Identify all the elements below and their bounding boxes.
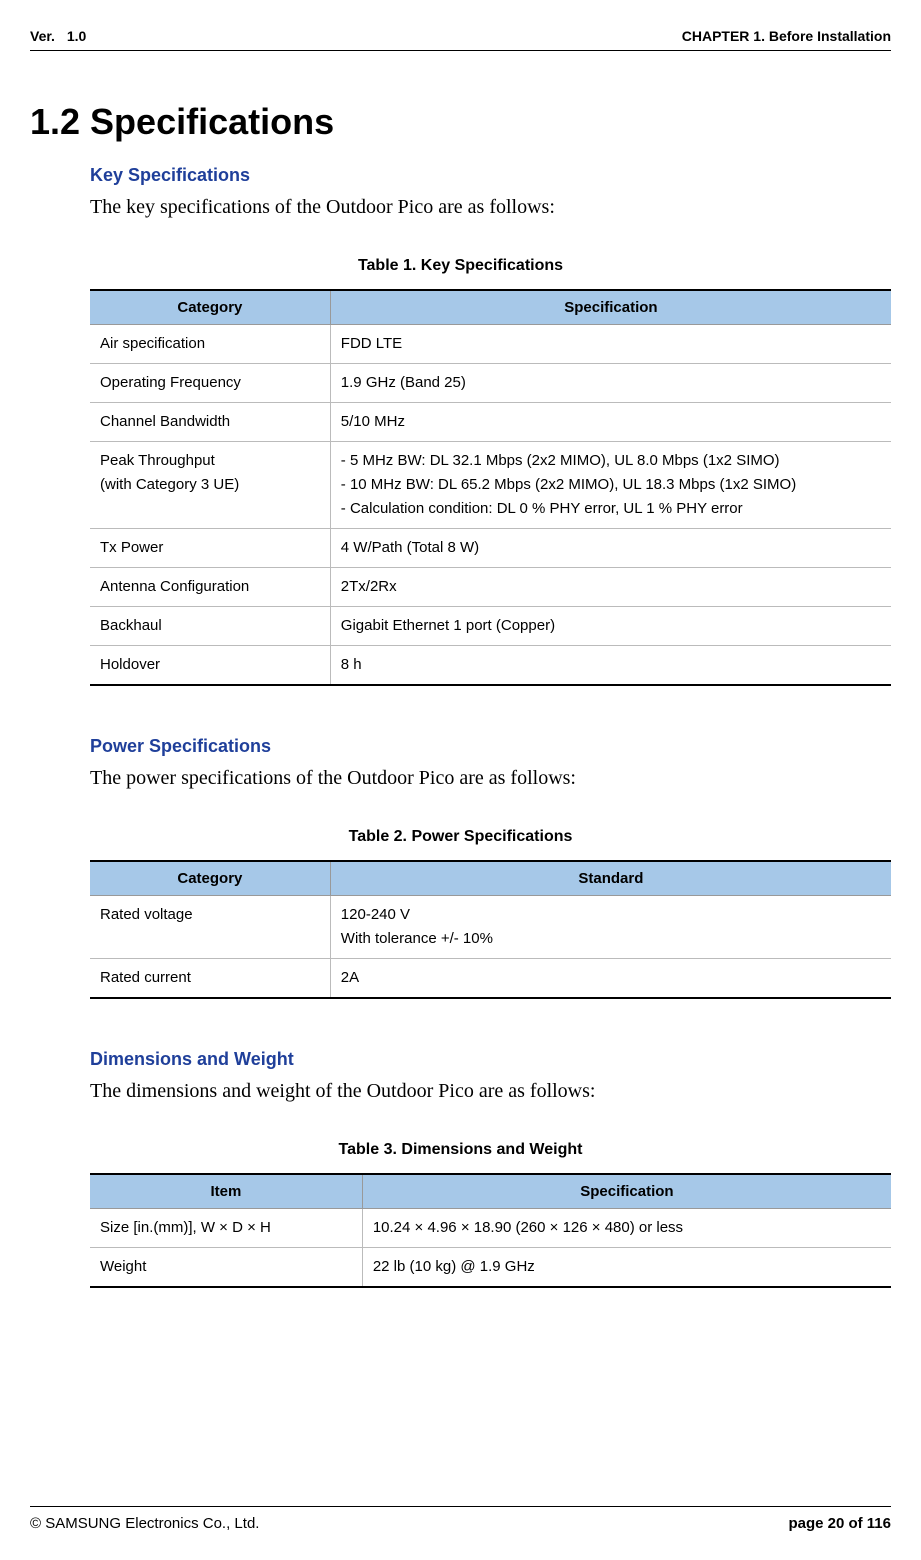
cell: Gigabit Ethernet 1 port (Copper) bbox=[330, 607, 891, 646]
col-category: Category bbox=[90, 861, 330, 896]
footer-row: © SAMSUNG Electronics Co., Ltd. page 20 … bbox=[30, 1515, 891, 1532]
key-spec-heading: Key Specifications bbox=[30, 165, 891, 186]
version-block: Ver. 1.0 bbox=[30, 28, 86, 44]
cell: Holdover bbox=[90, 646, 330, 686]
col-category: Category bbox=[90, 290, 330, 325]
cell: Peak Throughput (with Category 3 UE) bbox=[90, 442, 330, 529]
cell: Channel Bandwidth bbox=[90, 403, 330, 442]
table-power-spec: Category Standard Rated voltage120-240 V… bbox=[90, 860, 891, 999]
table-row: Peak Throughput (with Category 3 UE)- 5 … bbox=[90, 442, 891, 529]
table-row: Rated voltage120-240 V With tolerance +/… bbox=[90, 896, 891, 959]
cell: 2A bbox=[330, 959, 891, 999]
content-area: 1.2 Specifications Key Specifications Th… bbox=[30, 101, 891, 1288]
page-number: page 20 of 116 bbox=[788, 1515, 891, 1532]
page-header: Ver. 1.0 CHAPTER 1. Before Installation bbox=[30, 28, 891, 44]
table-header-row: Category Standard bbox=[90, 861, 891, 896]
cell: Backhaul bbox=[90, 607, 330, 646]
power-spec-intro: The power specifications of the Outdoor … bbox=[30, 767, 891, 790]
cell: Air specification bbox=[90, 325, 330, 364]
cell: Antenna Configuration bbox=[90, 568, 330, 607]
page-footer: © SAMSUNG Electronics Co., Ltd. page 20 … bbox=[30, 1506, 891, 1532]
key-spec-intro: The key specifications of the Outdoor Pi… bbox=[30, 196, 891, 219]
cell: Rated voltage bbox=[90, 896, 330, 959]
cell: Size [in.(mm)], W × D × H bbox=[90, 1209, 362, 1248]
cell: Tx Power bbox=[90, 529, 330, 568]
table2-caption: Table 2. Power Specifications bbox=[30, 828, 891, 846]
cell: 22 lb (10 kg) @ 1.9 GHz bbox=[362, 1248, 891, 1288]
dim-weight-intro: The dimensions and weight of the Outdoor… bbox=[30, 1080, 891, 1103]
cell: 5/10 MHz bbox=[330, 403, 891, 442]
col-item: Item bbox=[90, 1174, 362, 1209]
cell: 1.9 GHz (Band 25) bbox=[330, 364, 891, 403]
table-row: Weight22 lb (10 kg) @ 1.9 GHz bbox=[90, 1248, 891, 1288]
col-standard: Standard bbox=[330, 861, 891, 896]
chapter-title: CHAPTER 1. Before Installation bbox=[682, 28, 891, 44]
table-row: Size [in.(mm)], W × D × H10.24 × 4.96 × … bbox=[90, 1209, 891, 1248]
table-row: Air specificationFDD LTE bbox=[90, 325, 891, 364]
table-row: Rated current2A bbox=[90, 959, 891, 999]
cell: FDD LTE bbox=[330, 325, 891, 364]
dim-weight-heading: Dimensions and Weight bbox=[30, 1049, 891, 1070]
table-row: Tx Power4 W/Path (Total 8 W) bbox=[90, 529, 891, 568]
table-header-row: Item Specification bbox=[90, 1174, 891, 1209]
table-row: BackhaulGigabit Ethernet 1 port (Copper) bbox=[90, 607, 891, 646]
table-dim-weight: Item Specification Size [in.(mm)], W × D… bbox=[90, 1173, 891, 1288]
power-spec-heading: Power Specifications bbox=[30, 736, 891, 757]
table-row: Holdover8 h bbox=[90, 646, 891, 686]
header-rule bbox=[30, 50, 891, 51]
col-specification: Specification bbox=[330, 290, 891, 325]
table3-caption: Table 3. Dimensions and Weight bbox=[30, 1141, 891, 1159]
footer-rule bbox=[30, 1506, 891, 1507]
table-row: Operating Frequency1.9 GHz (Band 25) bbox=[90, 364, 891, 403]
section-title: 1.2 Specifications bbox=[30, 101, 891, 143]
cell: 8 h bbox=[330, 646, 891, 686]
ver-value: 1.0 bbox=[67, 28, 86, 44]
cell: - 5 MHz BW: DL 32.1 Mbps (2x2 MIMO), UL … bbox=[330, 442, 891, 529]
cell: 10.24 × 4.96 × 18.90 (260 × 126 × 480) o… bbox=[362, 1209, 891, 1248]
page-container: Ver. 1.0 CHAPTER 1. Before Installation … bbox=[0, 0, 921, 1560]
copyright: © SAMSUNG Electronics Co., Ltd. bbox=[30, 1515, 259, 1532]
cell: Operating Frequency bbox=[90, 364, 330, 403]
table-key-spec: Category Specification Air specification… bbox=[90, 289, 891, 686]
col-specification: Specification bbox=[362, 1174, 891, 1209]
table1-caption: Table 1. Key Specifications bbox=[30, 257, 891, 275]
cell: 4 W/Path (Total 8 W) bbox=[330, 529, 891, 568]
table-header-row: Category Specification bbox=[90, 290, 891, 325]
cell: Rated current bbox=[90, 959, 330, 999]
ver-label: Ver. bbox=[30, 28, 55, 44]
cell: 120-240 V With tolerance +/- 10% bbox=[330, 896, 891, 959]
cell: 2Tx/2Rx bbox=[330, 568, 891, 607]
table-row: Antenna Configuration2Tx/2Rx bbox=[90, 568, 891, 607]
table-row: Channel Bandwidth5/10 MHz bbox=[90, 403, 891, 442]
cell: Weight bbox=[90, 1248, 362, 1288]
